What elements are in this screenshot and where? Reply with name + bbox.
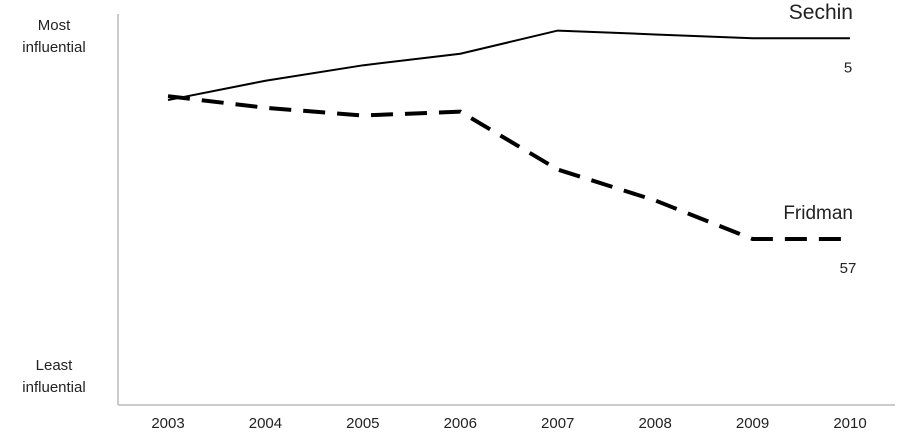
series-label: Sechin (789, 1, 853, 24)
x-tick-label: 2004 (249, 415, 282, 432)
x-tick-label: 2008 (638, 415, 671, 432)
x-tick-label: 2009 (736, 415, 769, 432)
x-tick-label: 2006 (444, 415, 477, 432)
x-tick-label: 2003 (151, 415, 184, 432)
series-label: Fridman (783, 203, 853, 224)
series-line (167, 29, 850, 102)
x-tick-label: 2005 (346, 415, 379, 432)
y-tick-label: Most influential (22, 17, 86, 56)
value-label: 5 (844, 59, 852, 76)
y-tick-label: Least influential (22, 357, 86, 396)
x-tick-label: 2007 (541, 415, 574, 432)
series-line (167, 94, 850, 242)
value-label: 57 (840, 260, 857, 277)
x-tick-label: 2010 (833, 415, 866, 432)
